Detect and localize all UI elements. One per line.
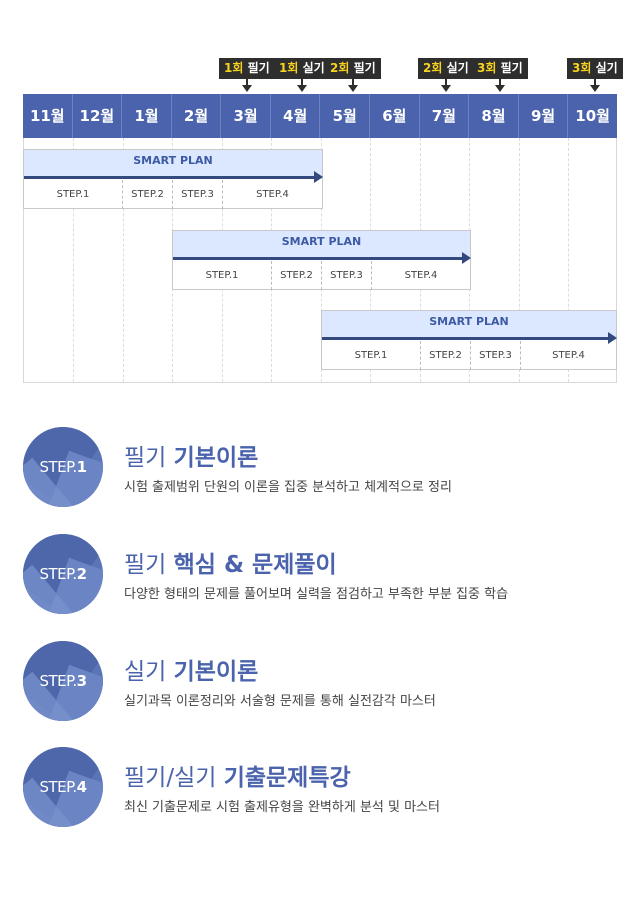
arrow-right-icon (314, 171, 323, 183)
step-title-bold: 기본이론 (173, 659, 259, 685)
tag-round: 1회 (224, 61, 244, 75)
plan-step: STEP.4 (404, 270, 438, 281)
tag-kind: 실기 (595, 61, 618, 75)
step-title-bold: 기본이론 (173, 445, 259, 471)
tag-kind: 필기 (500, 61, 523, 75)
step-title-bold: 핵심 & 문제풀이 (173, 552, 337, 578)
plan-title: SMART PLAN (429, 315, 509, 328)
tag-kind: 실기 (302, 61, 325, 75)
plan-title: SMART PLAN (133, 154, 213, 167)
schedule-grid: SMART PLAN STEP.1 STEP.2 STEP.3 STEP.4 S… (23, 138, 617, 383)
month-cell: 12월 (73, 94, 123, 138)
step-badge-prefix: STEP. (39, 672, 77, 690)
step-badge: STEP.1 (23, 427, 103, 507)
tag-round: 2회 (330, 61, 350, 75)
month-cell: 7월 (420, 94, 470, 138)
tag-round: 3회 (477, 61, 497, 75)
exam-tag: 1회 실기 (274, 58, 330, 92)
plan-step: STEP.3 (322, 261, 372, 290)
month-cell: 6월 (370, 94, 420, 138)
plan-step: STEP.4 (552, 350, 585, 361)
step-title-light: 필기 (124, 445, 174, 471)
exam-tag: 2회 필기 (325, 58, 381, 92)
plan-step: STEP.1 (24, 180, 123, 209)
step-title-bold: 기출문제특강 (223, 765, 351, 791)
timeline-line (173, 257, 464, 260)
timeline-line (24, 176, 316, 179)
step-description: 실기과목 이론정리와 서술형 문제를 통해 실전감각 마스터 (124, 694, 436, 709)
smart-plan-block: SMART PLAN STEP.1 STEP.2 STEP.3 STEP.4 (23, 149, 323, 209)
smart-plan-block: SMART PLAN STEP.1 STEP.2 STEP.3 STEP.4 (321, 310, 617, 370)
step-badge: STEP.3 (23, 641, 103, 721)
tag-kind: 실기 (446, 61, 469, 75)
month-cell: 10월 (575, 107, 610, 125)
exam-tag: 2회 실기 (418, 58, 474, 92)
step-title-light: 실기 (124, 659, 174, 685)
down-arrow-icon (347, 85, 358, 92)
month-cell: 5월 (320, 94, 371, 138)
down-arrow-icon (589, 85, 600, 92)
step-description: 다양한 형태의 문제를 풀어보며 실력을 점검하고 부족한 부분 집중 학습 (124, 587, 509, 602)
month-cell: 3월 (221, 94, 271, 138)
tag-kind: 필기 (247, 61, 270, 75)
down-arrow-icon (241, 85, 252, 92)
down-arrow-icon (494, 85, 505, 92)
plan-step: STEP.2 (123, 180, 173, 209)
step-title: 필기 기본이론 (124, 438, 258, 472)
plan-step: STEP.4 (256, 189, 289, 200)
step-title: 실기 기본이론 (124, 652, 258, 686)
exam-tag: 3회 필기 (472, 58, 528, 92)
plan-step: STEP.2 (272, 261, 322, 290)
month-cell: 2월 (172, 94, 222, 138)
plan-title: SMART PLAN (281, 235, 362, 248)
month-cell: 9월 (519, 94, 569, 138)
tag-round: 2회 (423, 61, 443, 75)
down-arrow-icon (440, 85, 451, 92)
plan-step: STEP.3 (471, 341, 521, 370)
step-title: 필기/실기 기출문제특강 (124, 758, 351, 792)
step-description: 시험 출제범위 단원의 이론을 집중 분석하고 체계적으로 정리 (124, 480, 452, 495)
step-description: 최신 기출문제로 시험 출제유형을 완벽하게 분석 및 마스터 (124, 800, 440, 815)
step-badge-number: 4 (76, 778, 87, 796)
arrow-right-icon (462, 252, 471, 264)
month-cell: 11월 (23, 94, 73, 138)
step-badge-prefix: STEP. (39, 458, 77, 476)
month-cell: 4월 (271, 94, 321, 138)
plan-step: STEP.2 (421, 341, 471, 370)
step-title: 필기 핵심 & 문제풀이 (124, 545, 337, 579)
plan-step: STEP.1 (173, 261, 272, 290)
step-badge-number: 2 (76, 565, 87, 583)
step-title-light: 필기 (124, 552, 174, 578)
tag-round: 3회 (572, 61, 592, 75)
smart-plan-block: SMART PLAN STEP.1 STEP.2 STEP.3 STEP.4 (172, 230, 471, 290)
exam-tag: 3회 실기 (567, 58, 623, 92)
plan-step: STEP.1 (322, 341, 421, 370)
arrow-right-icon (608, 332, 617, 344)
exam-tag: 1회 필기 (219, 58, 275, 92)
tag-round: 1회 (279, 61, 299, 75)
timeline-line (322, 337, 610, 340)
step-badge: STEP.2 (23, 534, 103, 614)
month-cell: 1월 (122, 94, 172, 138)
step-badge-number: 1 (76, 458, 87, 476)
plan-step: STEP.3 (173, 180, 223, 209)
step-badge-number: 3 (76, 672, 87, 690)
step-badge: STEP.4 (23, 747, 103, 827)
month-header: 11월 12월 1월 2월 3월 4월 5월 6월 7월 8월 9월 10월 (23, 94, 617, 138)
step-title-light: 필기/실기 (124, 765, 224, 791)
step-badge-prefix: STEP. (39, 778, 77, 796)
down-arrow-icon (296, 85, 307, 92)
step-badge-prefix: STEP. (39, 565, 77, 583)
tag-kind: 필기 (353, 61, 376, 75)
month-cell: 8월 (469, 94, 519, 138)
